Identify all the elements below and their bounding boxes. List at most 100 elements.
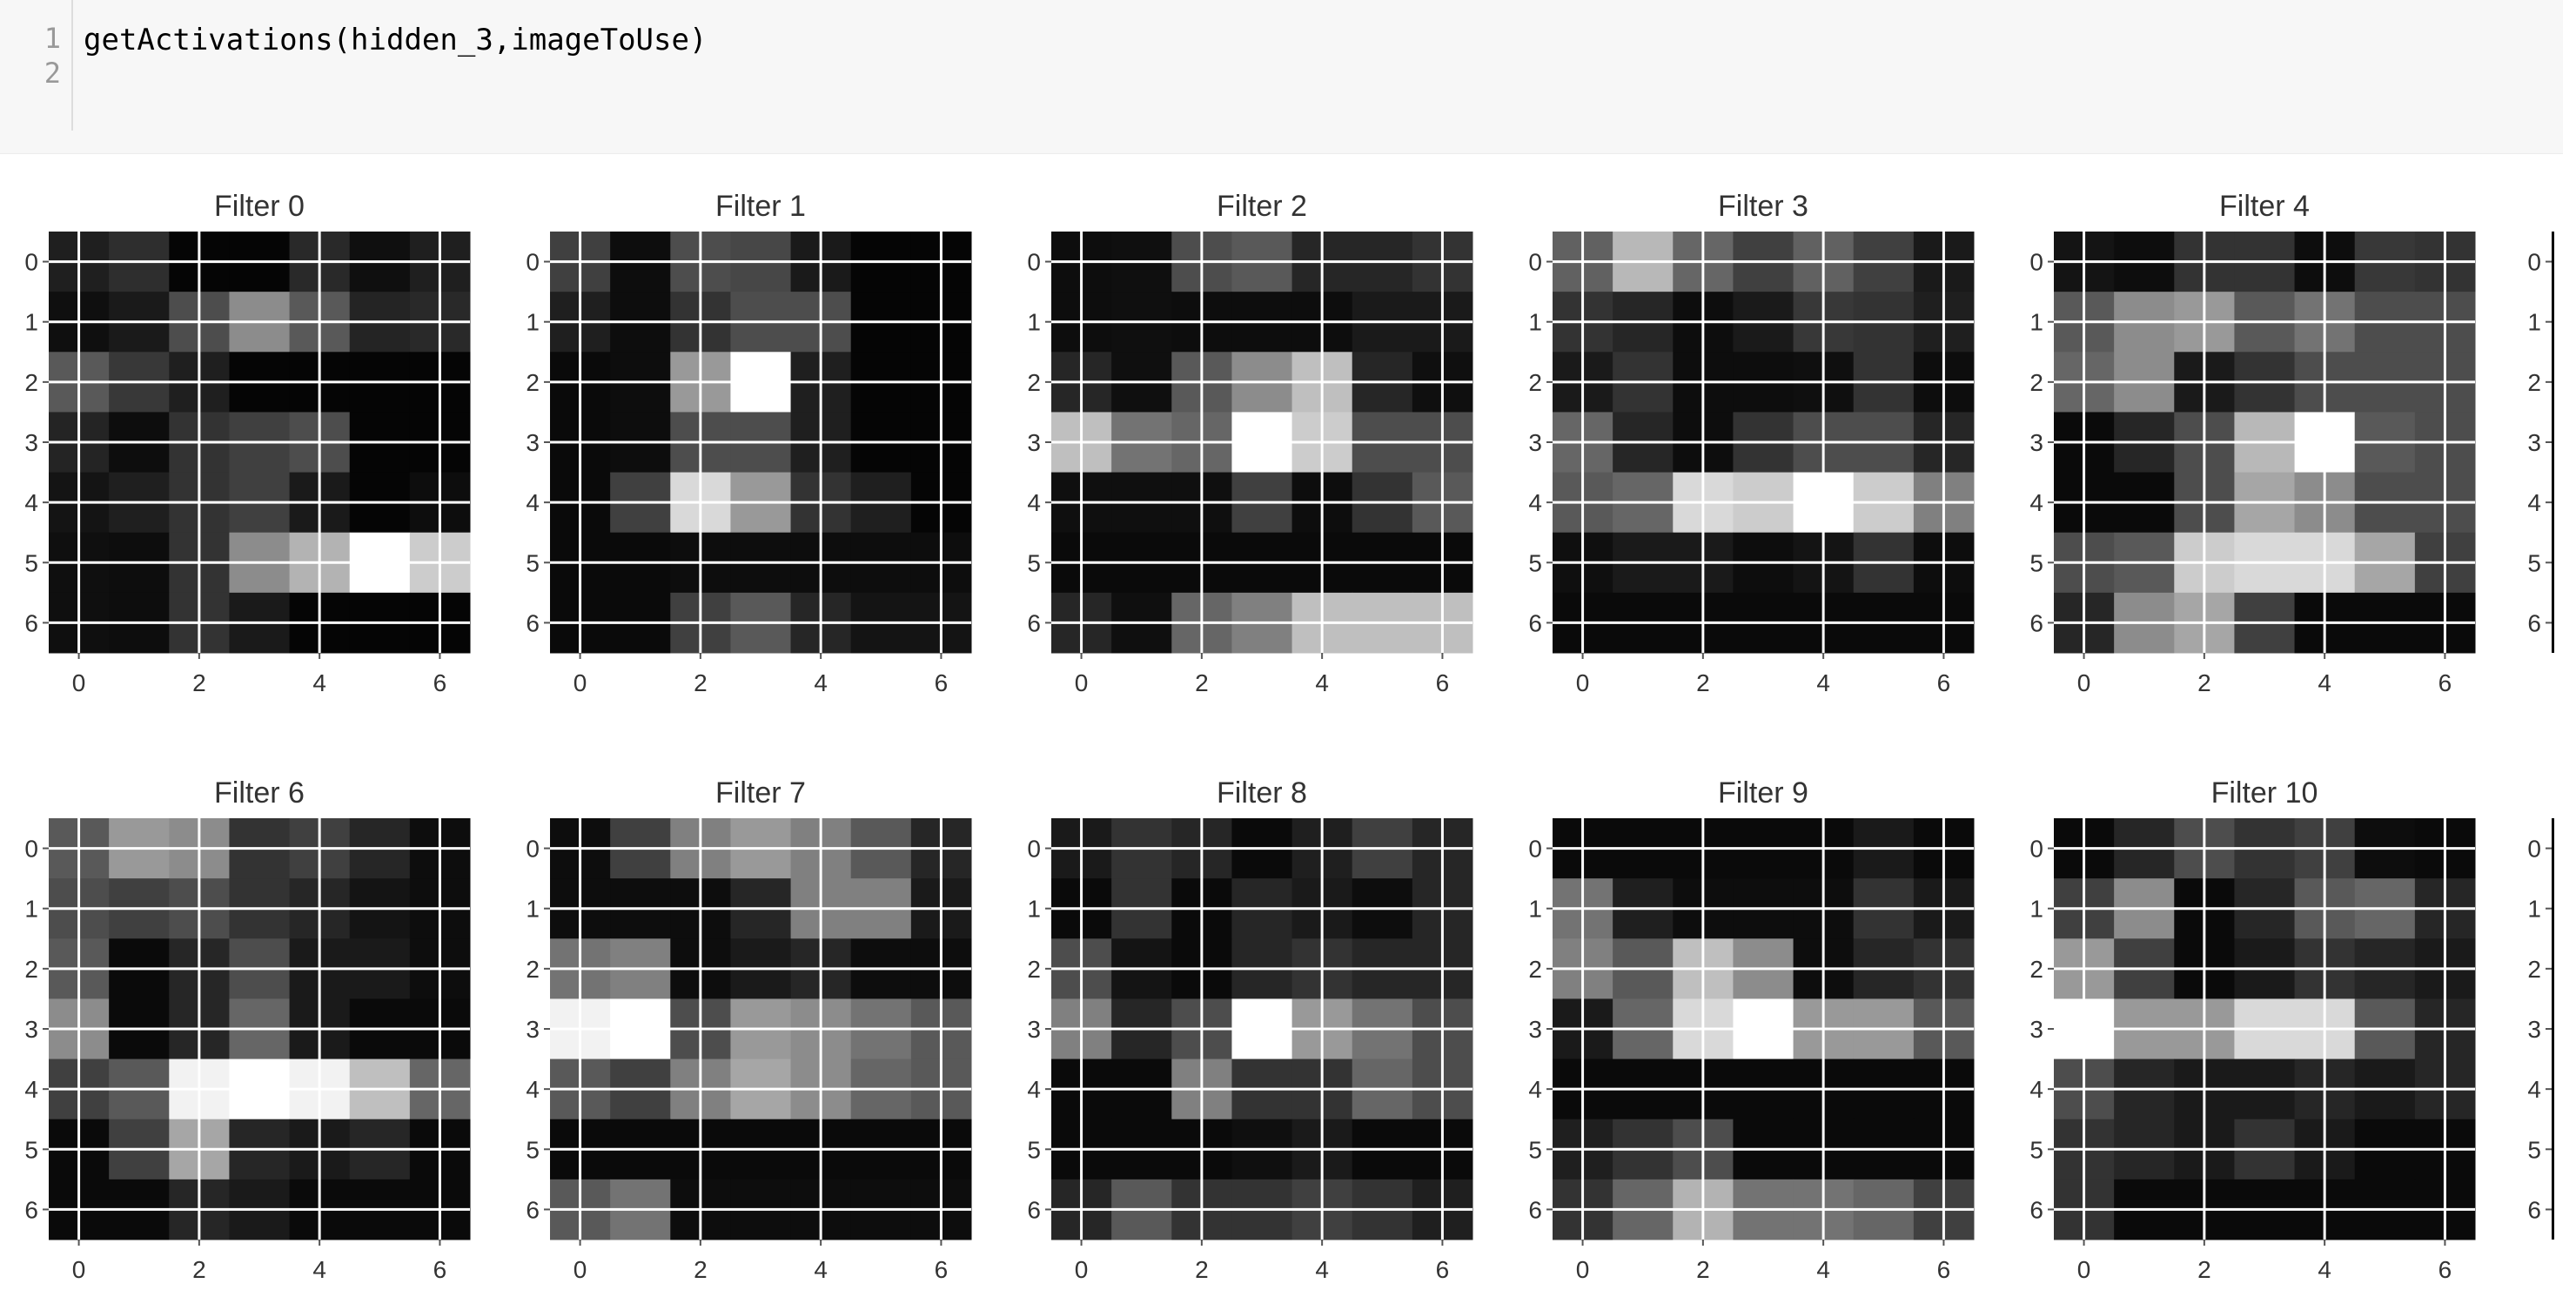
x-tick-label: 4 — [1315, 1256, 1329, 1283]
code-editor[interactable]: getActivations(hidden_3,imageToUse) — [84, 23, 707, 57]
y-tick-label: 3 — [24, 1016, 38, 1043]
y-tick-label: 4 — [24, 1076, 38, 1103]
y-tick-label: 4 — [2029, 489, 2043, 516]
y-tick-label: 4 — [1027, 1076, 1041, 1103]
x-tick-label: 0 — [72, 669, 86, 696]
heatmap-title: Filter 1 — [715, 190, 806, 223]
x-tick-label: 0 — [1075, 669, 1089, 696]
y-tick-label: 6 — [526, 1196, 540, 1223]
y-tick-label: 4 — [2029, 1076, 2043, 1103]
heatmap-panel: 0 1 2 3 4 5 6 — [2527, 818, 2554, 1240]
x-tick-label: 2 — [192, 669, 206, 696]
y-tick-label: 0 — [526, 249, 540, 276]
y-tick-label: 5 — [2527, 1136, 2541, 1163]
x-tick-label: 6 — [2438, 669, 2452, 696]
y-tick-label: 4 — [526, 1076, 540, 1103]
y-tick-label: 1 — [2527, 309, 2541, 336]
heatmap-panel: 0 1 2 3 4 5 6 Filter 2 0 2 4 6 — [1027, 190, 1473, 696]
y-tick-label: 3 — [1027, 429, 1041, 456]
x-tick-label: 4 — [312, 669, 326, 696]
y-tick-label: 5 — [2029, 549, 2043, 576]
y-tick-label: 5 — [24, 1136, 38, 1163]
code-cell[interactable]: 1 2 getActivations(hidden_3,imageToUse) — [0, 0, 2563, 154]
x-tick-label: 4 — [1816, 1256, 1830, 1283]
x-tick-label: 0 — [574, 669, 587, 696]
y-tick-label: 5 — [1027, 549, 1041, 576]
y-tick-label: 3 — [2029, 1016, 2043, 1043]
y-tick-label: 5 — [526, 549, 540, 576]
y-tick-label: 1 — [1027, 309, 1041, 336]
x-tick-label: 2 — [2197, 669, 2211, 696]
y-tick-label: 6 — [2527, 609, 2541, 636]
x-tick-label: 6 — [935, 669, 949, 696]
y-tick-label: 0 — [1027, 249, 1041, 276]
y-tick-label: 5 — [1027, 1136, 1041, 1163]
heatmap-title: Filter 0 — [214, 190, 305, 223]
x-tick-label: 2 — [2197, 1256, 2211, 1283]
heatmap-title: Filter 8 — [1217, 776, 1307, 810]
y-tick-label: 5 — [2527, 549, 2541, 576]
x-tick-label: 2 — [1696, 669, 1710, 696]
x-tick-label: 6 — [1436, 669, 1450, 696]
x-tick-label: 0 — [574, 1256, 587, 1283]
x-tick-label: 6 — [433, 669, 447, 696]
code-line[interactable]: getActivations(hidden_3,imageToUse) — [84, 23, 708, 57]
y-tick-label: 6 — [2029, 1196, 2043, 1223]
y-tick-label: 5 — [2029, 1136, 2043, 1163]
y-tick-label: 0 — [2029, 249, 2043, 276]
x-tick-label: 6 — [433, 1256, 447, 1283]
y-tick-label: 6 — [1027, 609, 1041, 636]
heatmap-title: Filter 2 — [1217, 190, 1307, 223]
y-tick-label: 4 — [2527, 1076, 2541, 1103]
y-tick-label: 6 — [24, 1196, 38, 1223]
y-tick-label: 4 — [24, 489, 38, 516]
heatmap-panel: 0 1 2 3 4 5 6 Filter 7 0 2 4 6 — [526, 776, 972, 1283]
y-tick-label: 4 — [2527, 489, 2541, 516]
heatmap-title: Filter 7 — [715, 776, 806, 810]
y-tick-label: 5 — [1528, 1136, 1542, 1163]
heatmap-title: Filter 3 — [1718, 190, 1808, 223]
y-tick-label: 2 — [1528, 956, 1542, 983]
y-tick-label: 0 — [24, 249, 38, 276]
y-tick-label: 6 — [1027, 1196, 1041, 1223]
x-tick-label: 0 — [1576, 1256, 1590, 1283]
heatmap-panel: 0 1 2 3 4 5 6 Filter 0 0 2 4 6 — [24, 190, 471, 696]
y-tick-label: 6 — [2527, 1196, 2541, 1223]
y-tick-label: 2 — [2029, 956, 2043, 983]
x-tick-label: 6 — [1937, 669, 1951, 696]
heatmap-edge — [2552, 232, 2554, 653]
x-tick-label: 0 — [2077, 669, 2091, 696]
x-tick-label: 2 — [694, 1256, 708, 1283]
y-tick-label: 3 — [1528, 429, 1542, 456]
x-tick-label: 4 — [2318, 669, 2331, 696]
heatmap-panel: 0 1 2 3 4 5 6 — [2527, 232, 2554, 653]
y-tick-label: 2 — [526, 956, 540, 983]
y-tick-label: 2 — [1027, 369, 1041, 396]
y-tick-label: 0 — [1528, 249, 1542, 276]
y-tick-label: 3 — [1528, 1016, 1542, 1043]
y-tick-label: 5 — [24, 549, 38, 576]
heatmap-edge — [2552, 818, 2554, 1240]
y-tick-label: 3 — [526, 1016, 540, 1043]
y-tick-label: 0 — [2527, 249, 2541, 276]
x-tick-label: 2 — [694, 669, 708, 696]
x-tick-label: 0 — [72, 1256, 86, 1283]
y-tick-label: 2 — [2527, 369, 2541, 396]
heatmap-title: Filter 10 — [2211, 776, 2318, 810]
y-tick-label: 2 — [526, 369, 540, 396]
y-tick-label: 3 — [1027, 1016, 1041, 1043]
y-tick-label: 1 — [2029, 896, 2043, 923]
heatmap-title: Filter 6 — [214, 776, 305, 810]
y-tick-label: 0 — [1027, 836, 1041, 863]
x-tick-label: 4 — [312, 1256, 326, 1283]
y-tick-label: 1 — [2527, 896, 2541, 923]
y-tick-label: 0 — [2029, 836, 2043, 863]
x-tick-label: 6 — [1937, 1256, 1951, 1283]
y-tick-label: 3 — [2527, 1016, 2541, 1043]
x-tick-label: 6 — [1436, 1256, 1450, 1283]
y-tick-label: 2 — [1027, 956, 1041, 983]
y-tick-label: 0 — [526, 836, 540, 863]
y-tick-label: 4 — [1528, 1076, 1542, 1103]
